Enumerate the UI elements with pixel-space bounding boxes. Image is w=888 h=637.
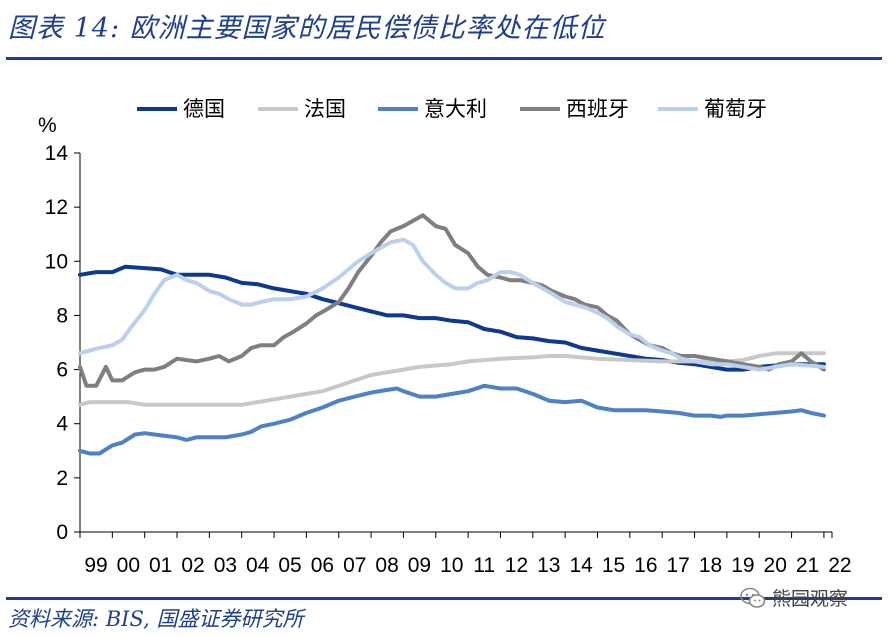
x-tick-label: 06 (311, 554, 334, 577)
x-tick-label: 13 (537, 554, 560, 577)
x-tick-label: 21 (796, 554, 819, 577)
x-tick-label: 05 (278, 554, 301, 577)
y-tick-label: 12 (45, 196, 68, 219)
y-tick-label: 4 (56, 413, 68, 436)
x-tick-label: 15 (602, 554, 625, 577)
series-line-5 (78, 237, 826, 372)
x-tick-label: 20 (764, 554, 787, 577)
legend-label-1: 德国 (183, 97, 225, 121)
x-tick-label: 11 (473, 554, 495, 577)
source-note: 资料来源: BIS, 国盛证券研究所 (8, 607, 304, 631)
series-line-1 (78, 264, 826, 372)
x-tick-label: 12 (505, 554, 528, 577)
x-tick-label: 09 (408, 554, 431, 577)
x-tick-label: 07 (343, 554, 366, 577)
x-tick-label: 99 (84, 554, 107, 577)
y-tick-label: 8 (56, 304, 68, 327)
legend-label-5: 葡萄牙 (704, 97, 767, 121)
y-tick-label: 0 (56, 521, 68, 544)
legend-label-3: 意大利 (424, 97, 487, 121)
watermark: 熊园观察 (740, 584, 848, 611)
y-tick-label: 10 (45, 250, 68, 273)
x-tick-label: 08 (375, 554, 398, 577)
x-tick-label: 10 (440, 554, 463, 577)
x-tick-label: 00 (117, 554, 140, 577)
wechat-icon (740, 587, 766, 608)
series-line-4 (78, 213, 826, 388)
x-tick-label: 02 (181, 554, 204, 577)
chart-title: 图表 14: 欧洲主要国家的居民偿债比率处在低位 (8, 13, 606, 44)
legend-label-4: 西班牙 (566, 97, 629, 121)
footer-rule (6, 597, 882, 600)
y-tick-label: 6 (56, 359, 68, 382)
title-underline (6, 57, 882, 60)
x-tick-label: 16 (634, 554, 657, 577)
x-tick-label: 22 (828, 554, 851, 577)
y-tick-label: 14 (45, 142, 69, 165)
x-tick-label: 17 (667, 554, 690, 577)
watermark-text: 熊园观察 (772, 588, 849, 610)
x-tick-label: 18 (699, 554, 722, 577)
y-axis-unit: % (38, 114, 57, 137)
x-tick-label: 14 (569, 554, 593, 577)
x-tick-label: 01 (149, 554, 172, 577)
series-line-3 (78, 383, 826, 456)
legend-label-2: 法国 (304, 97, 346, 121)
x-tick-label: 19 (731, 554, 754, 577)
x-tick-label: 03 (214, 554, 237, 577)
x-tick-label: 04 (246, 554, 270, 577)
y-tick-label: 2 (56, 467, 68, 490)
